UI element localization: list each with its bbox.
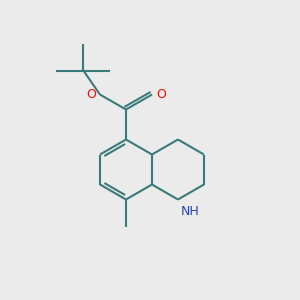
Text: O: O [157, 88, 166, 101]
Text: O: O [86, 88, 96, 101]
Text: NH: NH [181, 205, 200, 218]
